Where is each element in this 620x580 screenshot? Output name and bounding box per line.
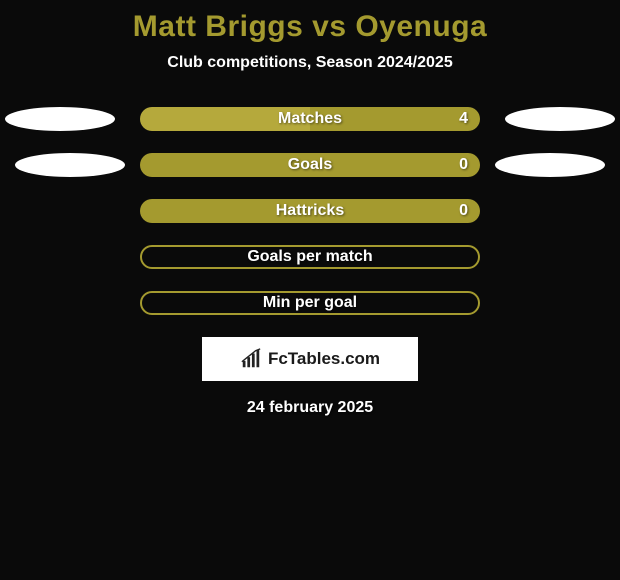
stat-value: 4 [459, 110, 468, 128]
stats-rows: Matches4Goals0Hattricks0Goals per matchM… [0, 107, 620, 315]
stat-bar: Goals0 [140, 153, 480, 177]
stat-row: Min per goal [0, 291, 620, 315]
stat-row: Goals0 [0, 153, 620, 177]
stat-label: Goals [140, 156, 480, 174]
player-right-marker [505, 107, 615, 131]
bar-chart-icon [240, 348, 262, 370]
player-left-marker [15, 153, 125, 177]
stat-label: Goals per match [142, 248, 478, 266]
stat-row: Hattricks0 [0, 199, 620, 223]
stat-bar: Hattricks0 [140, 199, 480, 223]
stat-label: Hattricks [140, 202, 480, 220]
stat-value: 0 [459, 202, 468, 220]
stat-bar: Matches4 [140, 107, 480, 131]
infographic-container: Matt Briggs vs Oyenuga Club competitions… [0, 0, 620, 417]
stat-bar: Goals per match [140, 245, 480, 269]
page-subtitle: Club competitions, Season 2024/2025 [0, 54, 620, 72]
stat-bar: Min per goal [140, 291, 480, 315]
stat-value: 0 [459, 156, 468, 174]
logo-text: FcTables.com [268, 349, 380, 369]
player-right-marker [495, 153, 605, 177]
player-left-marker [5, 107, 115, 131]
page-title: Matt Briggs vs Oyenuga [0, 10, 620, 44]
logo-inner: FcTables.com [240, 348, 380, 370]
footer-date: 24 february 2025 [0, 399, 620, 417]
stat-label: Matches [140, 110, 480, 128]
logo-box: FcTables.com [202, 337, 418, 381]
stat-row: Goals per match [0, 245, 620, 269]
stat-row: Matches4 [0, 107, 620, 131]
stat-label: Min per goal [142, 294, 478, 312]
